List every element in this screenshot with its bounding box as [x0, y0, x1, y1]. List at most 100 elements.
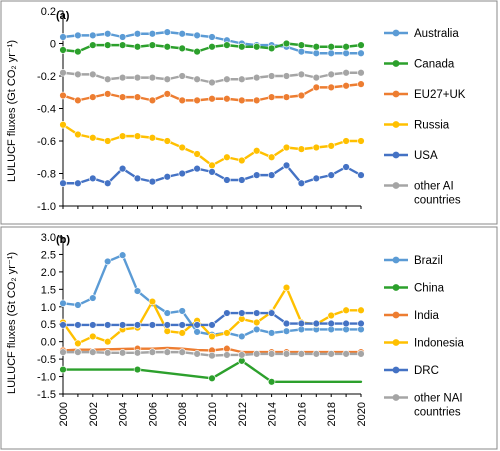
- legend-label-b-1: China: [414, 283, 445, 295]
- data-point-a-1: [223, 41, 231, 49]
- data-point-b-5: [163, 348, 172, 356]
- data-point-b-4: [59, 321, 67, 329]
- panel-b-ytick-label: 2.0: [41, 267, 56, 279]
- legend-marker-a-0: [392, 29, 400, 37]
- panel-a-ytick-label: -0.4: [37, 104, 56, 116]
- data-point-a-2: [327, 83, 335, 92]
- data-point-a-1: [103, 41, 112, 49]
- legend-marker-b-4: [392, 366, 400, 374]
- data-point-a-2: [103, 90, 112, 98]
- panel-b-xtick-label: 2020: [356, 402, 368, 426]
- legend-marker-a-4: [392, 151, 400, 159]
- data-point-a-3: [282, 143, 291, 152]
- panel-a-ytick-label: -1.0: [37, 201, 56, 213]
- data-point-b-4: [74, 321, 82, 329]
- data-point-b-5: [59, 348, 67, 356]
- legend-label-line: Russia: [414, 120, 450, 132]
- legend-label-line: China: [414, 283, 445, 295]
- data-point-a-0: [208, 33, 216, 41]
- data-point-b-4: [327, 319, 335, 328]
- data-point-a-2: [238, 96, 246, 105]
- data-point-b-0: [118, 251, 127, 259]
- data-point-b-4: [133, 321, 142, 329]
- data-point-a-4: [297, 179, 306, 187]
- data-point-a-1: [148, 41, 157, 49]
- data-point-b-0: [178, 307, 186, 315]
- data-point-b-4: [208, 321, 216, 329]
- panel-b-ytick-label: 1.5: [41, 284, 56, 296]
- panel-b-border: [0, 226, 498, 450]
- data-point-a-4: [342, 163, 350, 171]
- data-point-b-5: [133, 349, 142, 357]
- data-point-a-1: [133, 43, 142, 51]
- data-point-a-1: [297, 41, 306, 49]
- panel-b-ytick-label: 1.0: [41, 302, 56, 314]
- data-point-a-2: [74, 96, 82, 105]
- data-point-a-0: [357, 49, 365, 57]
- data-point-a-5: [238, 75, 246, 83]
- data-point-b-0: [163, 309, 172, 317]
- panel-b: (b) LULUCF fluxes (Gt CO₂ yr⁻¹) 3.02.52.…: [0, 226, 498, 450]
- legend-label-a-4: USA: [414, 150, 438, 162]
- data-point-b-0: [103, 257, 112, 266]
- legend-label-line: countries: [414, 407, 461, 419]
- data-point-a-4: [267, 171, 276, 179]
- data-point-a-0: [193, 31, 201, 40]
- data-point-a-3: [178, 143, 186, 152]
- data-point-a-3: [312, 143, 320, 152]
- data-point-a-1: [282, 39, 291, 48]
- data-point-a-3: [238, 156, 246, 165]
- data-point-a-2: [312, 83, 320, 92]
- data-point-b-5: [297, 350, 306, 358]
- panel-b-xtick-label: 2008: [177, 402, 189, 426]
- data-point-a-3: [267, 153, 276, 161]
- data-point-a-3: [297, 145, 306, 153]
- data-point-b-5: [357, 350, 365, 358]
- panel-a-ytick-label: -0.2: [37, 71, 56, 83]
- panel-b-xtick-label: 2010: [207, 402, 219, 426]
- data-point-a-5: [148, 73, 157, 82]
- data-point-a-5: [253, 73, 261, 82]
- data-point-a-1: [342, 43, 350, 51]
- data-point-a-5: [267, 72, 276, 80]
- data-point-a-5: [312, 73, 320, 82]
- legend-label-b-5: other NAI countries: [414, 393, 463, 419]
- panel-b-ytick-label: 2.5: [41, 249, 56, 261]
- data-point-a-1: [357, 41, 365, 49]
- data-point-a-1: [89, 41, 97, 49]
- data-point-b-4: [267, 309, 276, 317]
- data-point-a-1: [59, 46, 67, 54]
- data-point-a-4: [208, 168, 216, 176]
- data-point-b-3: [327, 311, 335, 320]
- legend-label-b-2: India: [414, 310, 440, 322]
- data-point-a-3: [193, 150, 201, 158]
- data-point-b-4: [223, 309, 231, 317]
- panel-b-xtick-label: 2004: [118, 402, 130, 426]
- data-point-a-5: [103, 75, 112, 83]
- data-point-a-0: [327, 49, 335, 57]
- data-point-a-0: [59, 33, 67, 41]
- data-point-b-4: [89, 321, 97, 329]
- data-point-b-3: [282, 283, 291, 292]
- data-point-a-2: [297, 91, 306, 100]
- data-point-b-1: [133, 365, 142, 374]
- data-point-a-5: [59, 69, 67, 77]
- data-point-a-4: [103, 179, 112, 187]
- data-point-a-1: [118, 41, 127, 49]
- data-point-a-5: [357, 69, 365, 77]
- data-point-a-4: [312, 174, 320, 183]
- legend-label-line: USA: [414, 150, 438, 162]
- legend-label-line: EU27+UK: [414, 89, 466, 101]
- data-point-b-3: [357, 306, 365, 314]
- data-point-b-4: [357, 319, 365, 328]
- data-point-b-5: [118, 349, 127, 357]
- data-point-a-2: [223, 95, 231, 103]
- data-point-b-4: [163, 321, 172, 329]
- data-point-a-3: [163, 137, 172, 145]
- data-point-a-2: [267, 93, 276, 101]
- data-point-b-5: [238, 351, 246, 359]
- data-point-a-2: [133, 93, 142, 101]
- data-point-a-4: [59, 179, 67, 187]
- legend-label-a-5: other AI countries: [414, 181, 461, 207]
- data-point-a-0: [118, 33, 127, 41]
